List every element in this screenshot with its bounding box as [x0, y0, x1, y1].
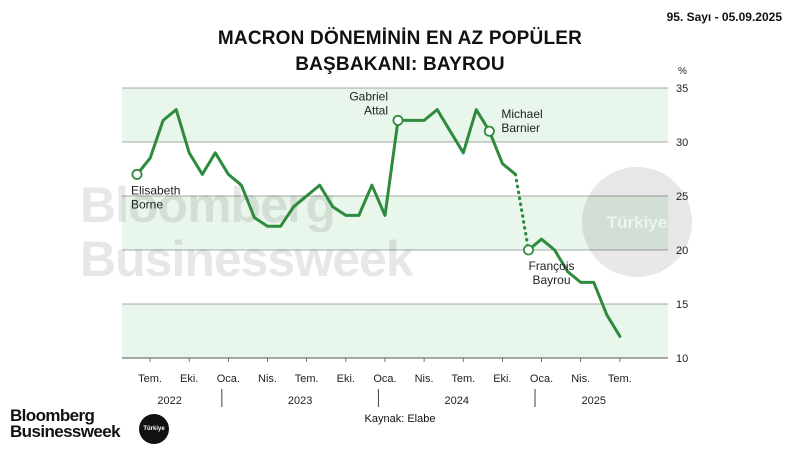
annotation-label-0-1: Borne	[131, 197, 163, 211]
x-tick-label-8: Tem.	[451, 373, 475, 385]
annotation-marker-0	[131, 168, 143, 180]
chart-title-line-2: BAŞBAKANI: BAYROU	[295, 54, 505, 75]
annotation-label-2-0: Michael	[501, 107, 542, 121]
y-tick-label-10: 10	[676, 353, 688, 365]
x-tick-label-12: Tem.	[608, 373, 632, 385]
y-tick-label-15: 15	[676, 299, 688, 311]
source-note: Kaynak: Elabe	[364, 413, 436, 425]
x-tick-label-11: Nis.	[571, 373, 590, 385]
annotation-marker-2	[483, 125, 495, 137]
y-unit-label: %	[678, 66, 687, 77]
issue-label: 95. Sayı - 05.09.2025	[666, 10, 782, 24]
logo-line-2: Businessweek	[10, 422, 121, 441]
annotation-marker-3	[523, 244, 535, 256]
x-tick-label-6: Oca.	[373, 373, 396, 385]
x-tick-label-3: Nis.	[258, 373, 277, 385]
x-tick-label-1: Eki.	[180, 373, 198, 385]
watermark-line-1: Bloomberg	[80, 177, 335, 233]
shaded-band-1	[122, 196, 668, 250]
annotation-label-2-1: Barnier	[501, 121, 540, 135]
year-label-2023: 2023	[288, 395, 312, 407]
logo-line-1: Bloomberg	[10, 406, 95, 425]
annotation-label-1-1: Attal	[364, 103, 388, 117]
annotation-label-1-0: Gabriel	[349, 89, 388, 103]
series-line-segment-0-0	[135, 108, 517, 228]
y-tick-label-20: 20	[676, 245, 688, 257]
watermark-circle-text: Türkiye	[607, 213, 667, 232]
annotation-label-0-0: Elisabeth	[131, 183, 180, 197]
x-tick-label-2: Oca.	[217, 373, 240, 385]
series-line-segment-0-2	[527, 237, 622, 338]
year-label-2022: 2022	[157, 395, 181, 407]
watermark-line-2: Businessweek	[80, 231, 414, 287]
year-label-2025: 2025	[582, 395, 606, 407]
series-line-segment-0-1	[513, 172, 531, 252]
annotation-label-3-0: François	[528, 259, 574, 273]
x-tick-label-10: Oca.	[530, 373, 553, 385]
annotation-marker-1	[392, 114, 404, 126]
annotation-label-3-1: Bayrou	[532, 273, 570, 287]
chart-title: MACRON DÖNEMİNİN EN AZ POPÜLER BAŞBAKANI…	[0, 26, 800, 78]
chart-title-line-1: MACRON DÖNEMİNİN EN AZ POPÜLER	[217, 28, 583, 49]
y-tick-label-30: 30	[676, 137, 688, 149]
x-tick-label-9: Eki.	[493, 373, 511, 385]
year-label-2024: 2024	[444, 395, 468, 407]
y-tick-label-25: 25	[676, 191, 688, 203]
x-tick-label-4: Tem.	[295, 373, 319, 385]
x-tick-label-5: Eki.	[337, 373, 355, 385]
y-tick-label-35: 35	[676, 83, 688, 95]
shaded-band-2	[122, 304, 668, 358]
x-tick-label-0: Tem.	[138, 373, 162, 385]
watermark-circle	[582, 167, 692, 277]
x-tick-label-7: Nis.	[415, 373, 434, 385]
bloomberg-logo: Bloomberg Businessweek	[10, 406, 121, 441]
logo-badge: Türkiye	[139, 414, 169, 444]
